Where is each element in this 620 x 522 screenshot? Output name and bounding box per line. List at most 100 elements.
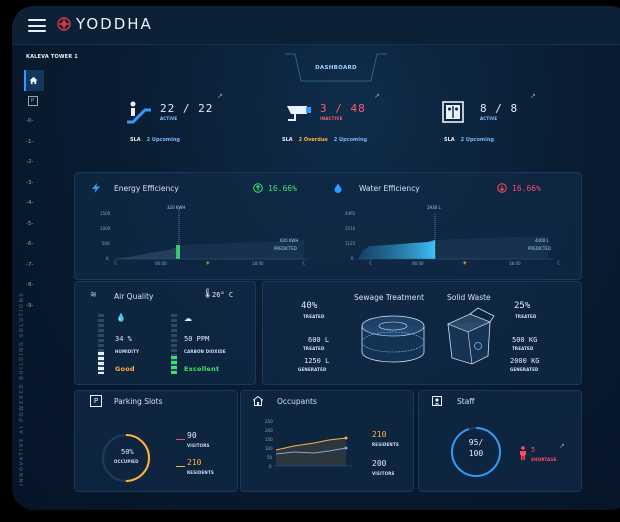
sidebar-item-floor-2[interactable]: -2- — [24, 152, 44, 173]
id-card-icon — [432, 396, 442, 406]
parking-icon: P — [90, 395, 102, 407]
sewage-treated-value: 600 L — [308, 336, 330, 344]
floor-label: -3- — [26, 179, 34, 186]
moon-icon: ☾ — [557, 260, 563, 267]
staff-card — [418, 390, 582, 492]
parking-donut — [102, 434, 150, 482]
brand-name: YODDHA — [76, 15, 153, 33]
sidebar-item-floor-7[interactable]: -7- — [24, 255, 44, 276]
kpi-status: ACTIVE — [480, 116, 498, 121]
parking-pct-label: OCCUPIED — [114, 459, 139, 464]
time-tick: 06:00 — [412, 261, 424, 266]
sla-label: SLA — [444, 137, 455, 143]
energy-current-bar — [176, 245, 180, 259]
sidebar-item-floor-5[interactable]: -5- — [24, 214, 44, 235]
y-tick: 2510 — [345, 226, 356, 231]
expand-arrow-icon[interactable]: ↗ — [217, 92, 223, 100]
kpi-value: 22 / 22 — [160, 102, 214, 115]
sla-row: SLA 2 Overdue 2 Upcoming — [282, 137, 367, 143]
floor-sidebar: P -0- -1- -2- -3- -4- -5- -6- -7- -8- -9… — [24, 70, 44, 316]
y-tick: 250 — [265, 419, 273, 424]
sidebar-item-floor-8[interactable]: -8- — [24, 275, 44, 296]
sla-row: SLA 2 Upcoming — [130, 137, 180, 143]
menu-icon[interactable] — [28, 19, 46, 32]
air-title: Air Quality — [114, 292, 154, 301]
cctv-camera-icon — [287, 106, 311, 121]
upcoming-count: 2 Upcoming — [333, 137, 368, 143]
cloud-icon: ☁ — [184, 314, 192, 323]
waste-generated-label: GENERATED — [510, 367, 539, 372]
staff-donut — [451, 427, 501, 477]
floor-label: -6- — [26, 241, 34, 248]
waste-treated-pct: 25% — [514, 301, 531, 311]
air-quality-card — [74, 281, 256, 385]
energy-peak-label: 320 KWH — [167, 205, 186, 210]
residents-line — [275, 437, 347, 451]
waste-treated-label: TREATED — [512, 346, 534, 351]
y-tick: 0 — [351, 256, 354, 261]
sidebar-item-floor-1[interactable]: -1- — [24, 132, 44, 153]
humidity-label: HUMIDITY — [115, 349, 140, 354]
residents-point — [344, 436, 348, 440]
upcoming-count: 2 Upcoming — [460, 137, 494, 143]
y-tick: 1500 — [100, 211, 111, 216]
sidebar-item-floor-3[interactable]: -3- — [24, 173, 44, 194]
y-tick: 100 — [265, 446, 273, 451]
tab-dashboard[interactable]: DASHBOARD — [285, 53, 387, 83]
y-tick: 500 — [102, 241, 110, 246]
water-area-past — [358, 240, 435, 259]
overdue-count: 2 Overdue — [298, 137, 328, 143]
parking-residents-label: RESIDENTS — [187, 470, 214, 475]
waste-card — [262, 281, 582, 385]
floor-label: -8- — [26, 282, 34, 289]
expand-arrow-icon[interactable]: ↗ — [559, 442, 565, 450]
floor-label: -7- — [26, 261, 34, 268]
arrow-up-circle-icon — [253, 183, 263, 193]
sewage-treated-pct: 40% — [301, 301, 318, 311]
moon-icon: ☾ — [369, 260, 375, 267]
sidebar-item-floor-6[interactable]: -6- — [24, 234, 44, 255]
energy-predicted-label: PREDICTED — [274, 246, 297, 251]
energy-predicted-value: 600 KWH — [280, 238, 299, 243]
y-tick: 4465 — [345, 211, 356, 216]
occupants-chart — [274, 436, 352, 467]
expand-arrow-icon[interactable]: ↗ — [374, 92, 380, 100]
floor-label: -1- — [26, 138, 34, 145]
waste-title: Solid Waste — [447, 293, 491, 302]
sla-label: SLA — [282, 137, 293, 143]
sewage-generated-label: GENERATED — [298, 367, 327, 372]
sun-icon: ☀ — [462, 260, 468, 267]
sidebar-item-home[interactable] — [24, 70, 44, 91]
sidebar-item-floor-9[interactable]: -9- — [24, 296, 44, 317]
parking-title: Parking Slots — [114, 397, 163, 406]
parking-card — [74, 390, 238, 492]
sidebar-item-floor-0[interactable]: -0- — [24, 111, 44, 132]
water-predicted-label: PREDICTED — [528, 246, 551, 251]
co2-status: Excellent — [184, 365, 220, 373]
home-icon — [29, 76, 38, 84]
parking-visitors-value: 90 — [187, 431, 197, 440]
parking-visitors-label: VISITORS — [187, 443, 210, 448]
staff-shortage-value: 5 — [531, 446, 536, 454]
expand-arrow-icon[interactable]: ↗ — [530, 92, 536, 100]
upcoming-count: 2 Upcoming — [146, 137, 180, 143]
occupants-card — [240, 390, 414, 492]
air-icon: ≋ — [90, 290, 97, 299]
occupants-visitors-value: 200 — [372, 459, 387, 468]
y-tick: 0 — [106, 256, 109, 261]
time-tick: 18:00 — [509, 261, 521, 266]
sidebar-item-parking[interactable]: P — [24, 91, 44, 112]
tab-dashboard-label: DASHBOARD — [315, 65, 357, 71]
parking-pct: 50% — [121, 448, 134, 456]
sidebar-item-floor-4[interactable]: -4- — [24, 193, 44, 214]
sla-row: SLA 2 Upcoming — [444, 137, 494, 143]
visitors-legend-line — [176, 439, 185, 440]
efficiency-card — [74, 172, 582, 280]
energy-area-past — [114, 247, 179, 259]
water-chart — [358, 214, 553, 260]
tagline-vertical: INNOVATIVE AI POWERED BUILDING SOLUTIONS — [19, 291, 25, 486]
staff-present-arc — [451, 427, 501, 477]
sewage-treated-label: TREATED — [303, 346, 325, 351]
energy-chart — [114, 209, 309, 260]
